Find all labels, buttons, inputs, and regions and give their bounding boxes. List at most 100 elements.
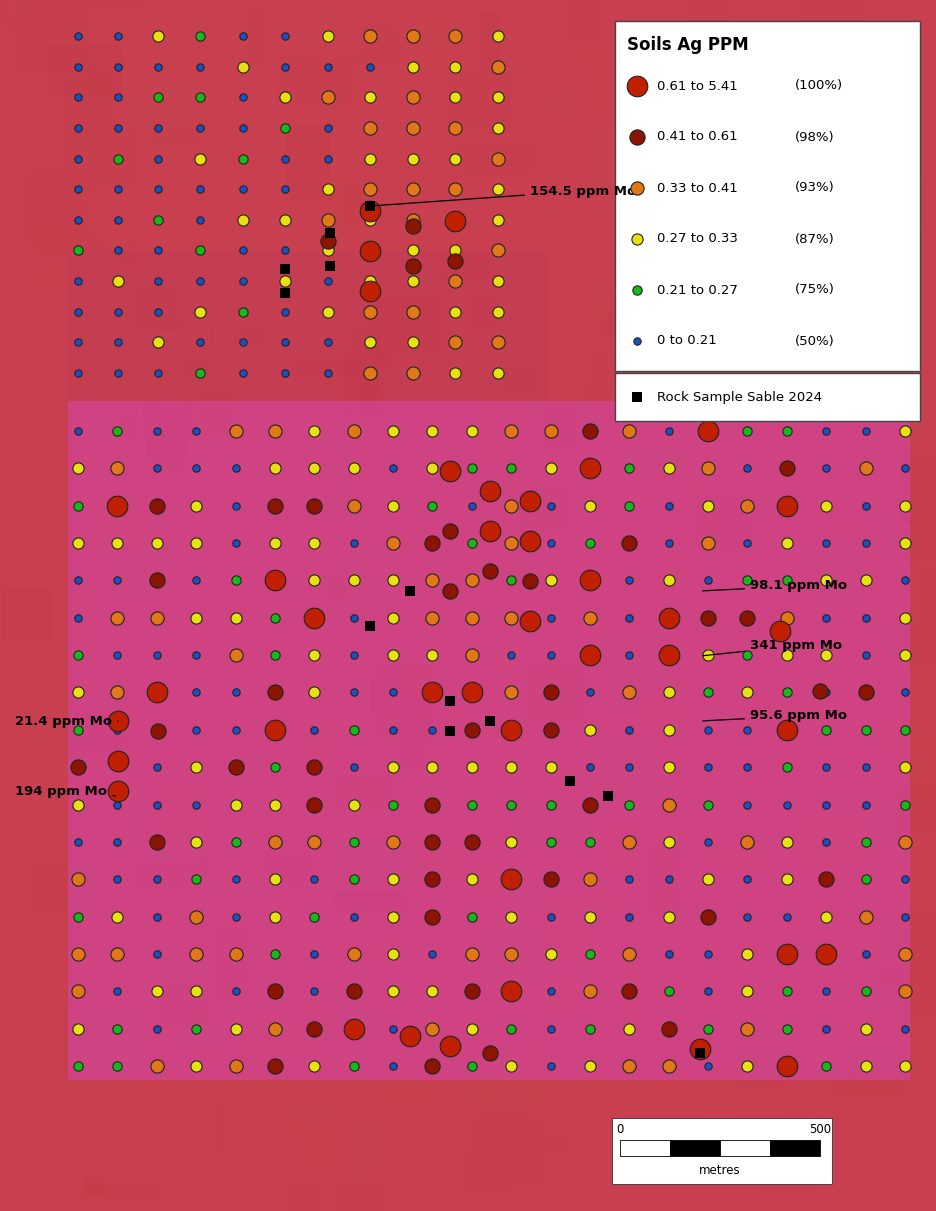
Point <box>189 832 204 851</box>
Bar <box>563 0 605 44</box>
Point <box>70 87 85 107</box>
Bar <box>826 415 892 455</box>
Point <box>504 721 519 740</box>
Point <box>307 421 322 441</box>
Point <box>898 459 913 478</box>
Point <box>70 211 85 230</box>
Point <box>425 907 440 926</box>
Point <box>582 907 597 926</box>
Point <box>405 179 420 199</box>
Bar <box>210 279 266 335</box>
Point <box>522 612 537 631</box>
Point <box>898 421 913 441</box>
Point <box>504 683 519 702</box>
Point <box>402 581 417 601</box>
Point <box>189 533 204 552</box>
Point <box>622 832 636 851</box>
Bar <box>817 127 885 177</box>
Bar <box>475 868 517 894</box>
Bar <box>69 1054 99 1096</box>
Point <box>425 869 440 889</box>
Point <box>447 149 462 168</box>
Point <box>701 421 716 441</box>
Text: 154.5 ppm Mo: 154.5 ppm Mo <box>373 184 636 206</box>
Point <box>740 794 755 814</box>
Point <box>425 459 440 478</box>
Point <box>151 149 166 168</box>
Point <box>386 421 401 441</box>
Bar <box>292 334 331 401</box>
Point <box>193 271 208 291</box>
Point <box>464 721 479 740</box>
Bar <box>513 877 534 911</box>
Point <box>386 497 401 516</box>
Point <box>464 794 479 814</box>
Point <box>464 459 479 478</box>
Bar <box>289 1182 323 1210</box>
Point <box>386 459 401 478</box>
Bar <box>688 200 763 276</box>
Bar <box>470 1058 537 1110</box>
Point <box>346 869 361 889</box>
Point <box>622 645 636 665</box>
Point <box>780 570 795 590</box>
Point <box>582 533 597 552</box>
Point <box>543 1018 558 1038</box>
Bar <box>737 1048 789 1090</box>
Point <box>193 27 208 46</box>
Point <box>661 533 676 552</box>
Point <box>70 832 85 851</box>
Point <box>425 794 440 814</box>
Bar <box>44 863 90 901</box>
Point <box>543 794 558 814</box>
Bar <box>493 959 535 1000</box>
Bar <box>806 202 870 225</box>
Point <box>228 945 243 964</box>
Point <box>149 758 164 777</box>
Point <box>268 533 283 552</box>
Point <box>582 645 597 665</box>
Bar <box>68 251 548 401</box>
Point <box>228 1056 243 1075</box>
Text: 0.27 to 0.33: 0.27 to 0.33 <box>657 233 738 246</box>
Point <box>405 211 420 230</box>
Point <box>582 608 597 627</box>
Point <box>70 907 85 926</box>
Point <box>819 421 834 441</box>
Point <box>386 533 401 552</box>
Point <box>228 832 243 851</box>
Point <box>780 907 795 926</box>
Bar <box>824 80 884 116</box>
Point <box>464 533 479 552</box>
Point <box>582 1018 597 1038</box>
Point <box>425 683 440 702</box>
Bar <box>586 733 657 805</box>
Point <box>386 945 401 964</box>
Text: 500: 500 <box>809 1123 831 1136</box>
Point <box>543 758 558 777</box>
Point <box>110 241 125 260</box>
Bar <box>293 53 338 115</box>
Bar <box>157 321 213 380</box>
Point <box>819 645 834 665</box>
Point <box>819 533 834 552</box>
Point <box>740 945 755 964</box>
Bar <box>912 345 936 390</box>
Bar <box>346 540 396 568</box>
Point <box>277 271 292 291</box>
Point <box>819 459 834 478</box>
Point <box>228 459 243 478</box>
Bar <box>620 1140 670 1157</box>
Point <box>70 645 85 665</box>
Bar <box>251 1060 289 1119</box>
Bar <box>615 373 920 421</box>
Bar <box>890 781 936 832</box>
Point <box>362 211 377 230</box>
Text: 21.4 ppm Mo: 21.4 ppm Mo <box>15 714 118 728</box>
Point <box>277 363 292 383</box>
Point <box>858 982 873 1001</box>
Point <box>490 119 505 138</box>
Bar <box>594 633 673 710</box>
Point <box>70 302 85 321</box>
Bar <box>796 226 850 302</box>
